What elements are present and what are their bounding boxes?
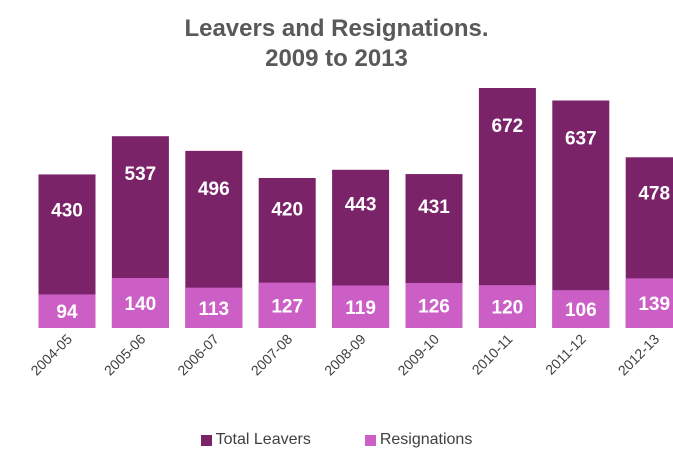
data-label-resignations-2006-07: 113 [198, 299, 229, 320]
data-label-total-leavers-2011-12: 637 [565, 129, 597, 150]
data-label-resignations-2011-12: 106 [565, 300, 597, 321]
x-tick-label-2005-06: 2005-06 [101, 331, 149, 379]
chart-title-line-1: Leavers and Resignations. [184, 15, 489, 42]
chart-title: Leavers and Resignations. 2009 to 2013 [0, 14, 673, 74]
data-label-resignations-2004-05: 94 [56, 302, 78, 323]
bar-total-leavers-2011-12 [552, 100, 610, 328]
legend-item-total-leavers: Total Leavers [200, 431, 311, 449]
bar-resignations-2008-09 [332, 285, 390, 328]
data-label-total-leavers-2008-09: 443 [345, 195, 377, 216]
x-tick-label-2010-11: 2010-11 [469, 331, 516, 378]
bar-resignations-2009-10 [405, 283, 463, 328]
legend-swatch-resignations [364, 434, 376, 446]
legend-swatch-total-leavers [200, 434, 212, 446]
data-label-resignations-2007-08: 127 [271, 296, 303, 317]
x-tick-label-2006-07: 2006-07 [174, 331, 222, 379]
legend-label-resignations: Resignations [379, 431, 473, 448]
bar-resignations-2005-06 [111, 278, 169, 328]
data-label-total-leavers-2012-13: 478 [638, 184, 670, 205]
bar-resignations-2012-13 [625, 278, 673, 328]
data-label-resignations-2010-11: 120 [492, 298, 524, 319]
data-label-total-leavers-2010-11: 672 [492, 116, 524, 137]
x-tick-label-2008-09: 2008-09 [321, 331, 369, 379]
x-tick-label-2011-12: 2011-12 [542, 331, 589, 378]
x-tick-label-2009-10: 2009-10 [394, 331, 442, 379]
bar-resignations-2006-07 [185, 287, 243, 328]
data-label-total-leavers-2007-08: 420 [271, 199, 303, 220]
bar-resignations-2007-08 [258, 282, 316, 328]
legend: Total Leavers Resignations [0, 428, 673, 452]
x-tick-label-2007-08: 2007-08 [248, 331, 296, 379]
chart-title-line-2: 2009 to 2013 [265, 45, 408, 72]
data-label-total-leavers-2004-05: 430 [51, 200, 83, 221]
data-label-total-leavers-2009-10: 431 [418, 197, 450, 218]
data-label-resignations-2008-09: 119 [345, 298, 376, 319]
data-label-resignations-2009-10: 126 [418, 297, 450, 318]
x-tick-label-2012-13: 2012-13 [615, 331, 663, 379]
bar-resignations-2011-12 [552, 290, 610, 328]
legend-label-total-leavers: Total Leavers [215, 431, 311, 448]
bar-resignations-2004-05 [38, 294, 96, 328]
data-label-total-leavers-2005-06: 537 [125, 164, 157, 185]
x-tick-label-2004-05: 2004-05 [27, 331, 75, 379]
data-label-resignations-2012-13: 139 [638, 294, 670, 315]
data-label-resignations-2005-06: 140 [125, 294, 157, 315]
bar-resignations-2010-11 [478, 285, 536, 328]
data-label-total-leavers-2006-07: 496 [198, 179, 230, 200]
legend-item-resignations: Resignations [364, 431, 473, 449]
